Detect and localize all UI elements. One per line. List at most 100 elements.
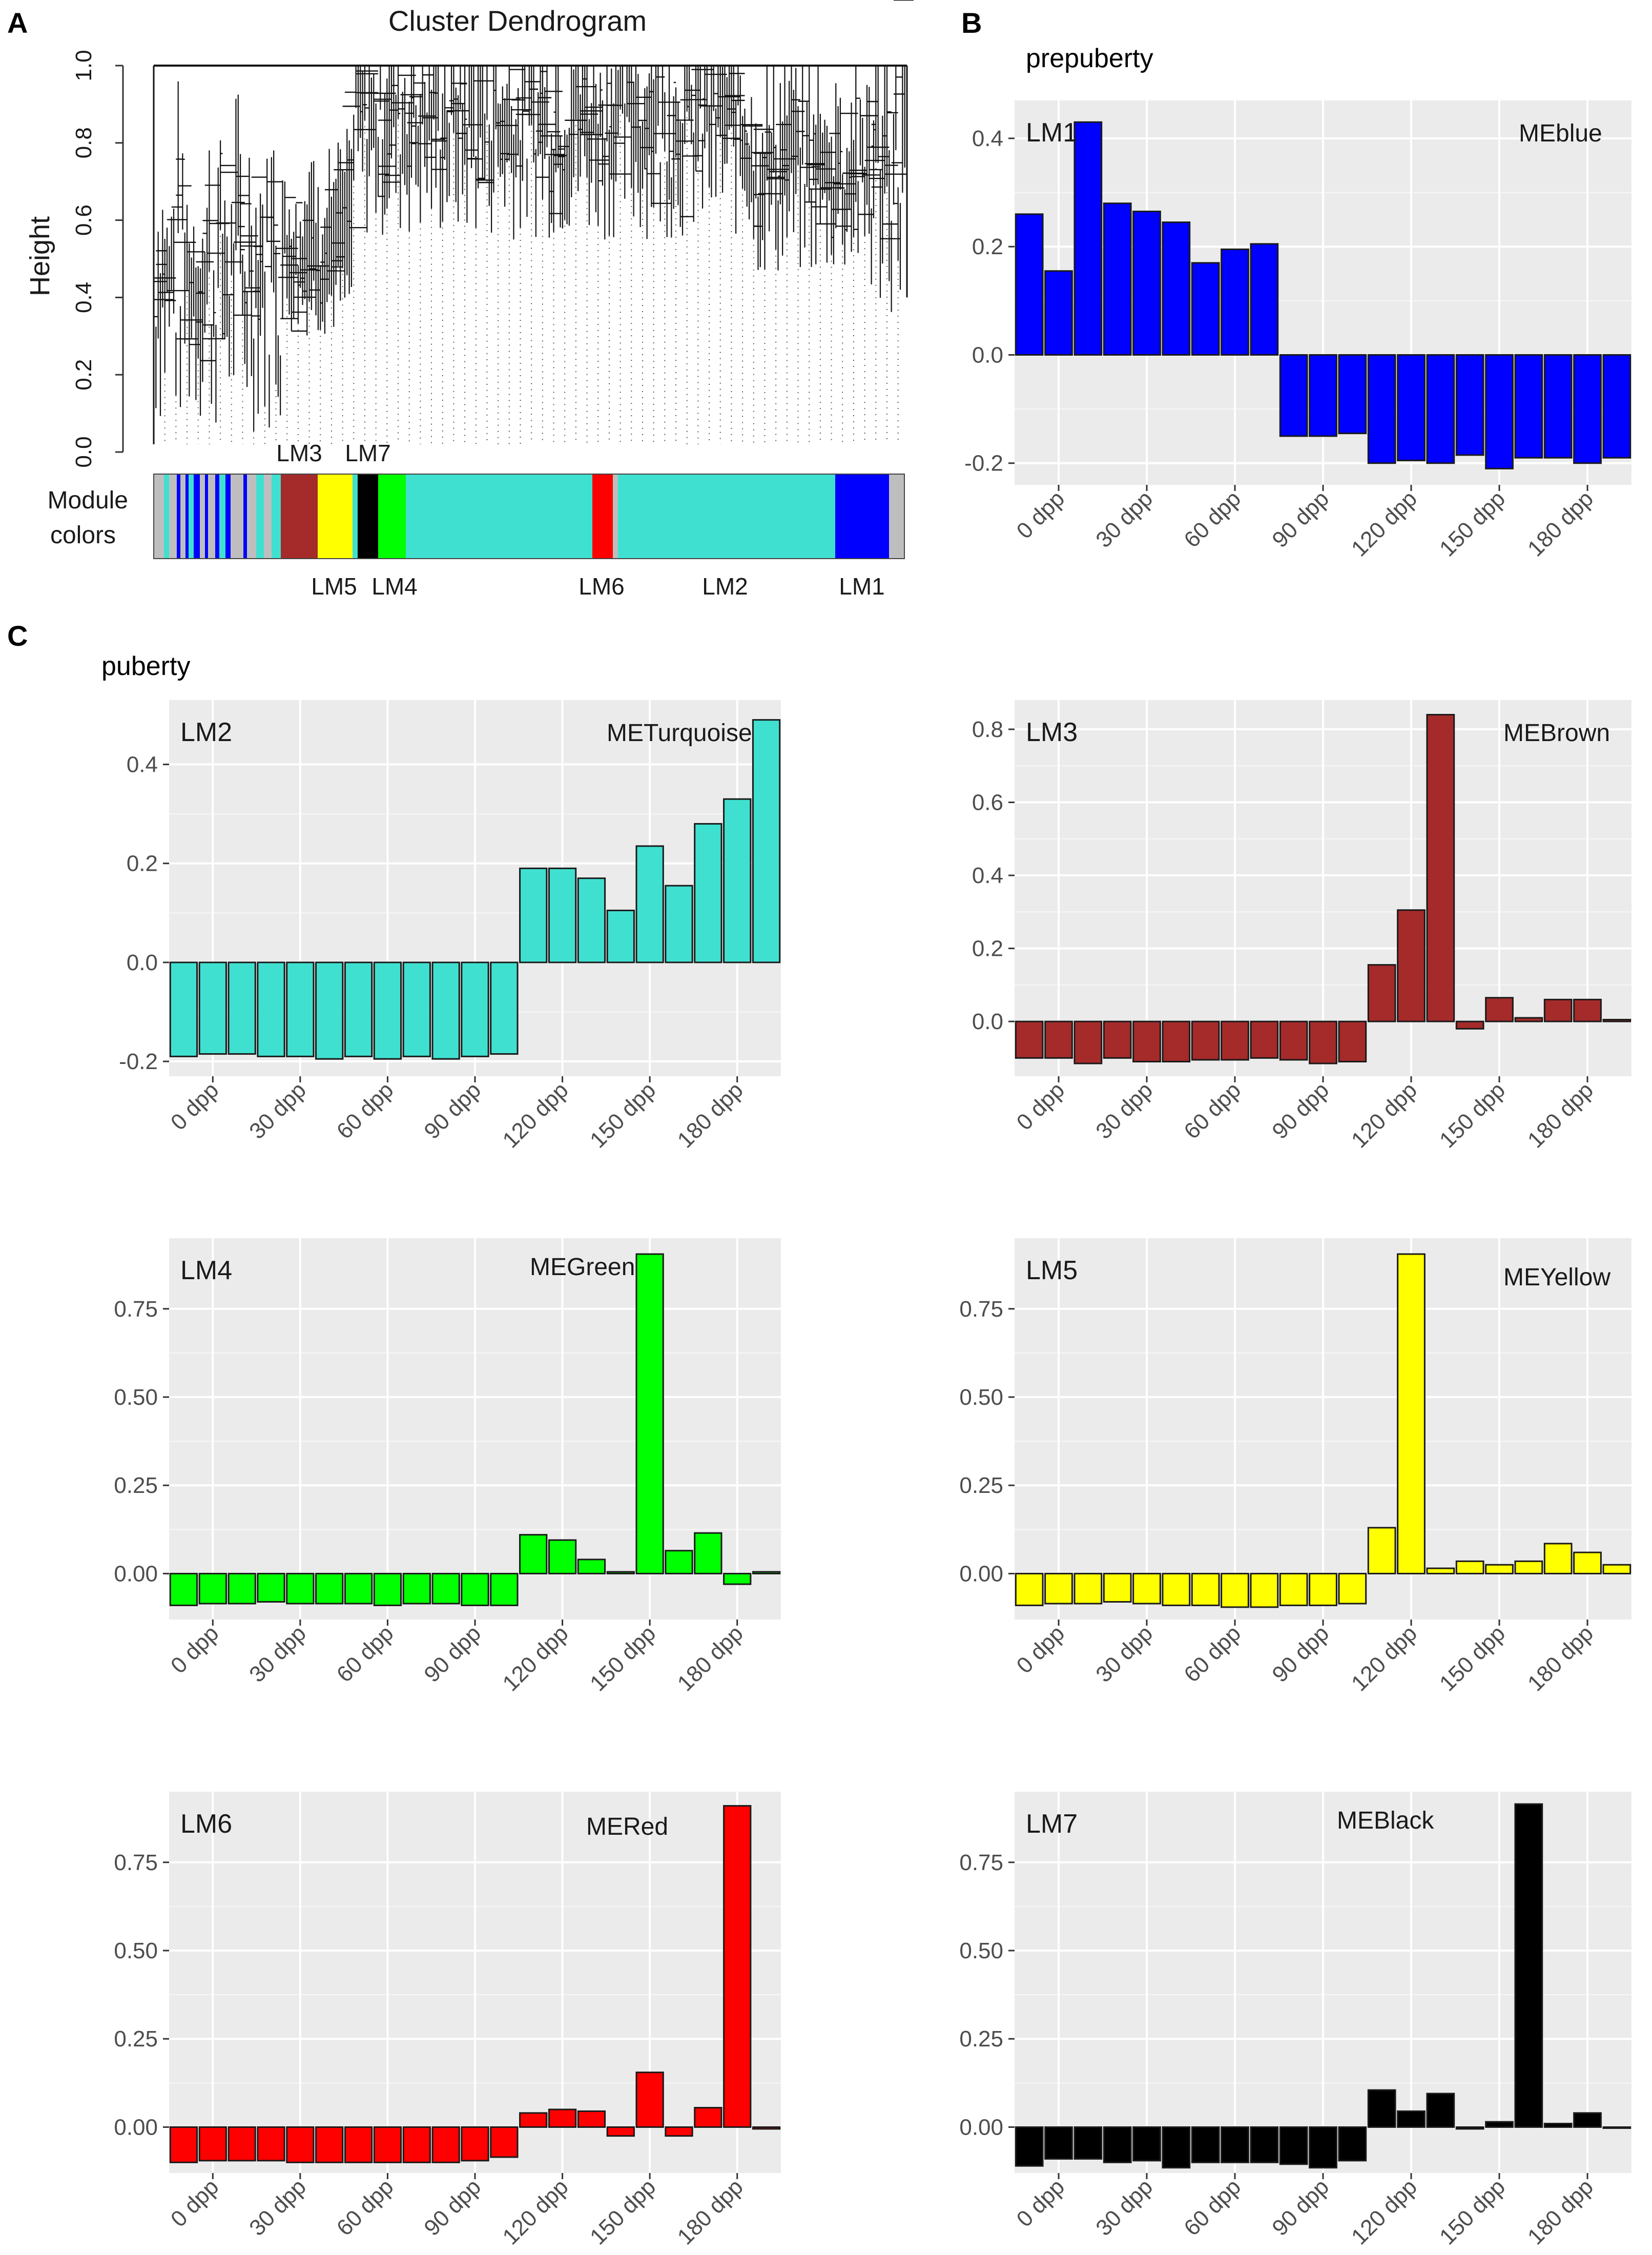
eigengene-label: MERed bbox=[586, 1813, 668, 1840]
y-tick-label: 0.0 bbox=[972, 1009, 1003, 1034]
module-color-segment bbox=[256, 474, 264, 559]
y-tick-label: 0.4 bbox=[972, 863, 1003, 888]
bar bbox=[198, 2126, 227, 2162]
eigengene-label: METurquoise bbox=[607, 720, 752, 747]
y-tick-label: 0.2 bbox=[972, 936, 1003, 961]
y-tick-label: 0.25 bbox=[114, 2026, 158, 2052]
y-tick-label: 0.50 bbox=[114, 1938, 158, 1963]
bar bbox=[548, 1539, 577, 1574]
bar bbox=[1338, 354, 1367, 435]
module-color-segment bbox=[169, 474, 177, 559]
y-tick-label: 0.50 bbox=[959, 1385, 1003, 1410]
bar bbox=[1279, 2126, 1308, 2165]
bar bbox=[1309, 1572, 1337, 1606]
module-color-segment bbox=[208, 474, 215, 559]
bar bbox=[1132, 1572, 1161, 1605]
bar bbox=[1073, 1572, 1103, 1605]
bar bbox=[1602, 2126, 1632, 2129]
bar bbox=[1279, 1572, 1308, 1606]
bar bbox=[1250, 243, 1279, 356]
bar bbox=[169, 2126, 198, 2163]
bar bbox=[1573, 998, 1602, 1022]
bar bbox=[1044, 270, 1073, 356]
bar bbox=[373, 1572, 402, 1606]
y-tick-label: 0.75 bbox=[114, 1297, 158, 1322]
bar bbox=[1514, 1803, 1543, 2128]
module-name-label: LM4 bbox=[180, 1256, 232, 1285]
dendrogram-ylabel: Height bbox=[25, 216, 55, 296]
bar bbox=[752, 2126, 781, 2130]
bar bbox=[461, 961, 489, 1057]
bar bbox=[402, 961, 431, 1057]
y-tick-label: 0.4 bbox=[972, 126, 1003, 151]
bar bbox=[169, 1572, 198, 1606]
x-tick-label: 30 dpp bbox=[1091, 2174, 1158, 2241]
bar bbox=[1073, 121, 1103, 356]
bar bbox=[1485, 2121, 1514, 2128]
x-tick-label: 180 dpp bbox=[1523, 2174, 1598, 2249]
bar bbox=[1397, 354, 1426, 461]
module-label-lm5: LM5 bbox=[311, 573, 357, 600]
bar bbox=[1309, 354, 1337, 437]
y-tick-label: 0.75 bbox=[114, 1850, 158, 1875]
bar bbox=[1221, 2126, 1249, 2163]
bar bbox=[490, 2126, 519, 2158]
module-color-segment bbox=[225, 474, 231, 559]
eigengene-label: MEYellow bbox=[1503, 1264, 1610, 1291]
bar bbox=[635, 2072, 664, 2128]
bar bbox=[1103, 1572, 1132, 1603]
dendrogram-y-axis: 0.0 0.2 0.4 0.6 0.8 1.0 bbox=[71, 50, 124, 468]
bar bbox=[665, 885, 693, 963]
bar bbox=[1602, 1019, 1632, 1022]
bar bbox=[490, 1572, 519, 1606]
module-color-segment bbox=[406, 474, 592, 559]
y-tick-label: 0.50 bbox=[114, 1385, 158, 1410]
bar bbox=[694, 2107, 722, 2128]
bar bbox=[1426, 1567, 1455, 1574]
bar bbox=[752, 1571, 781, 1574]
dendro-ytick-label: 0.0 bbox=[71, 436, 96, 467]
module-color-segment bbox=[164, 474, 169, 559]
bar bbox=[635, 845, 664, 963]
bar bbox=[519, 867, 548, 963]
module-label-lm3: LM3 bbox=[276, 440, 322, 466]
module-label-lm4: LM4 bbox=[371, 573, 417, 600]
module-color-segment bbox=[231, 474, 243, 559]
bar bbox=[1103, 202, 1132, 356]
module-color-segment bbox=[194, 474, 200, 559]
bar bbox=[344, 961, 373, 1057]
y-tick-label: 0.4 bbox=[127, 752, 158, 777]
bar bbox=[1514, 1560, 1543, 1574]
bar bbox=[373, 2126, 402, 2163]
bar bbox=[1044, 1020, 1073, 1059]
module-name-label: LM6 bbox=[180, 1809, 232, 1839]
module-color-segment bbox=[264, 474, 272, 559]
bar bbox=[665, 1550, 693, 1574]
module-color-segment bbox=[353, 474, 358, 559]
bar bbox=[402, 1572, 431, 1605]
y-tick-label: -0.2 bbox=[964, 451, 1003, 476]
bar bbox=[1309, 2126, 1337, 2169]
module-color-segment bbox=[177, 474, 180, 559]
x-tick-label: 120 dpp bbox=[1347, 2174, 1422, 2249]
bar bbox=[257, 961, 285, 1057]
bar bbox=[1367, 354, 1396, 464]
dendro-ytick-label: 0.8 bbox=[71, 127, 96, 158]
module-name-label: LM1 bbox=[1026, 118, 1078, 148]
bar bbox=[752, 719, 781, 963]
dendrogram-title: Cluster Dendrogram bbox=[388, 5, 647, 37]
module-color-segment bbox=[247, 474, 256, 559]
bar bbox=[257, 1572, 285, 1603]
y-tick-label: 0.25 bbox=[959, 2026, 1003, 2052]
module-name-label: LM2 bbox=[180, 717, 232, 747]
bar bbox=[1132, 1020, 1161, 1062]
bar bbox=[1015, 213, 1044, 356]
module-color-segment bbox=[215, 474, 219, 559]
bar bbox=[694, 823, 722, 963]
bar bbox=[1514, 1017, 1543, 1022]
